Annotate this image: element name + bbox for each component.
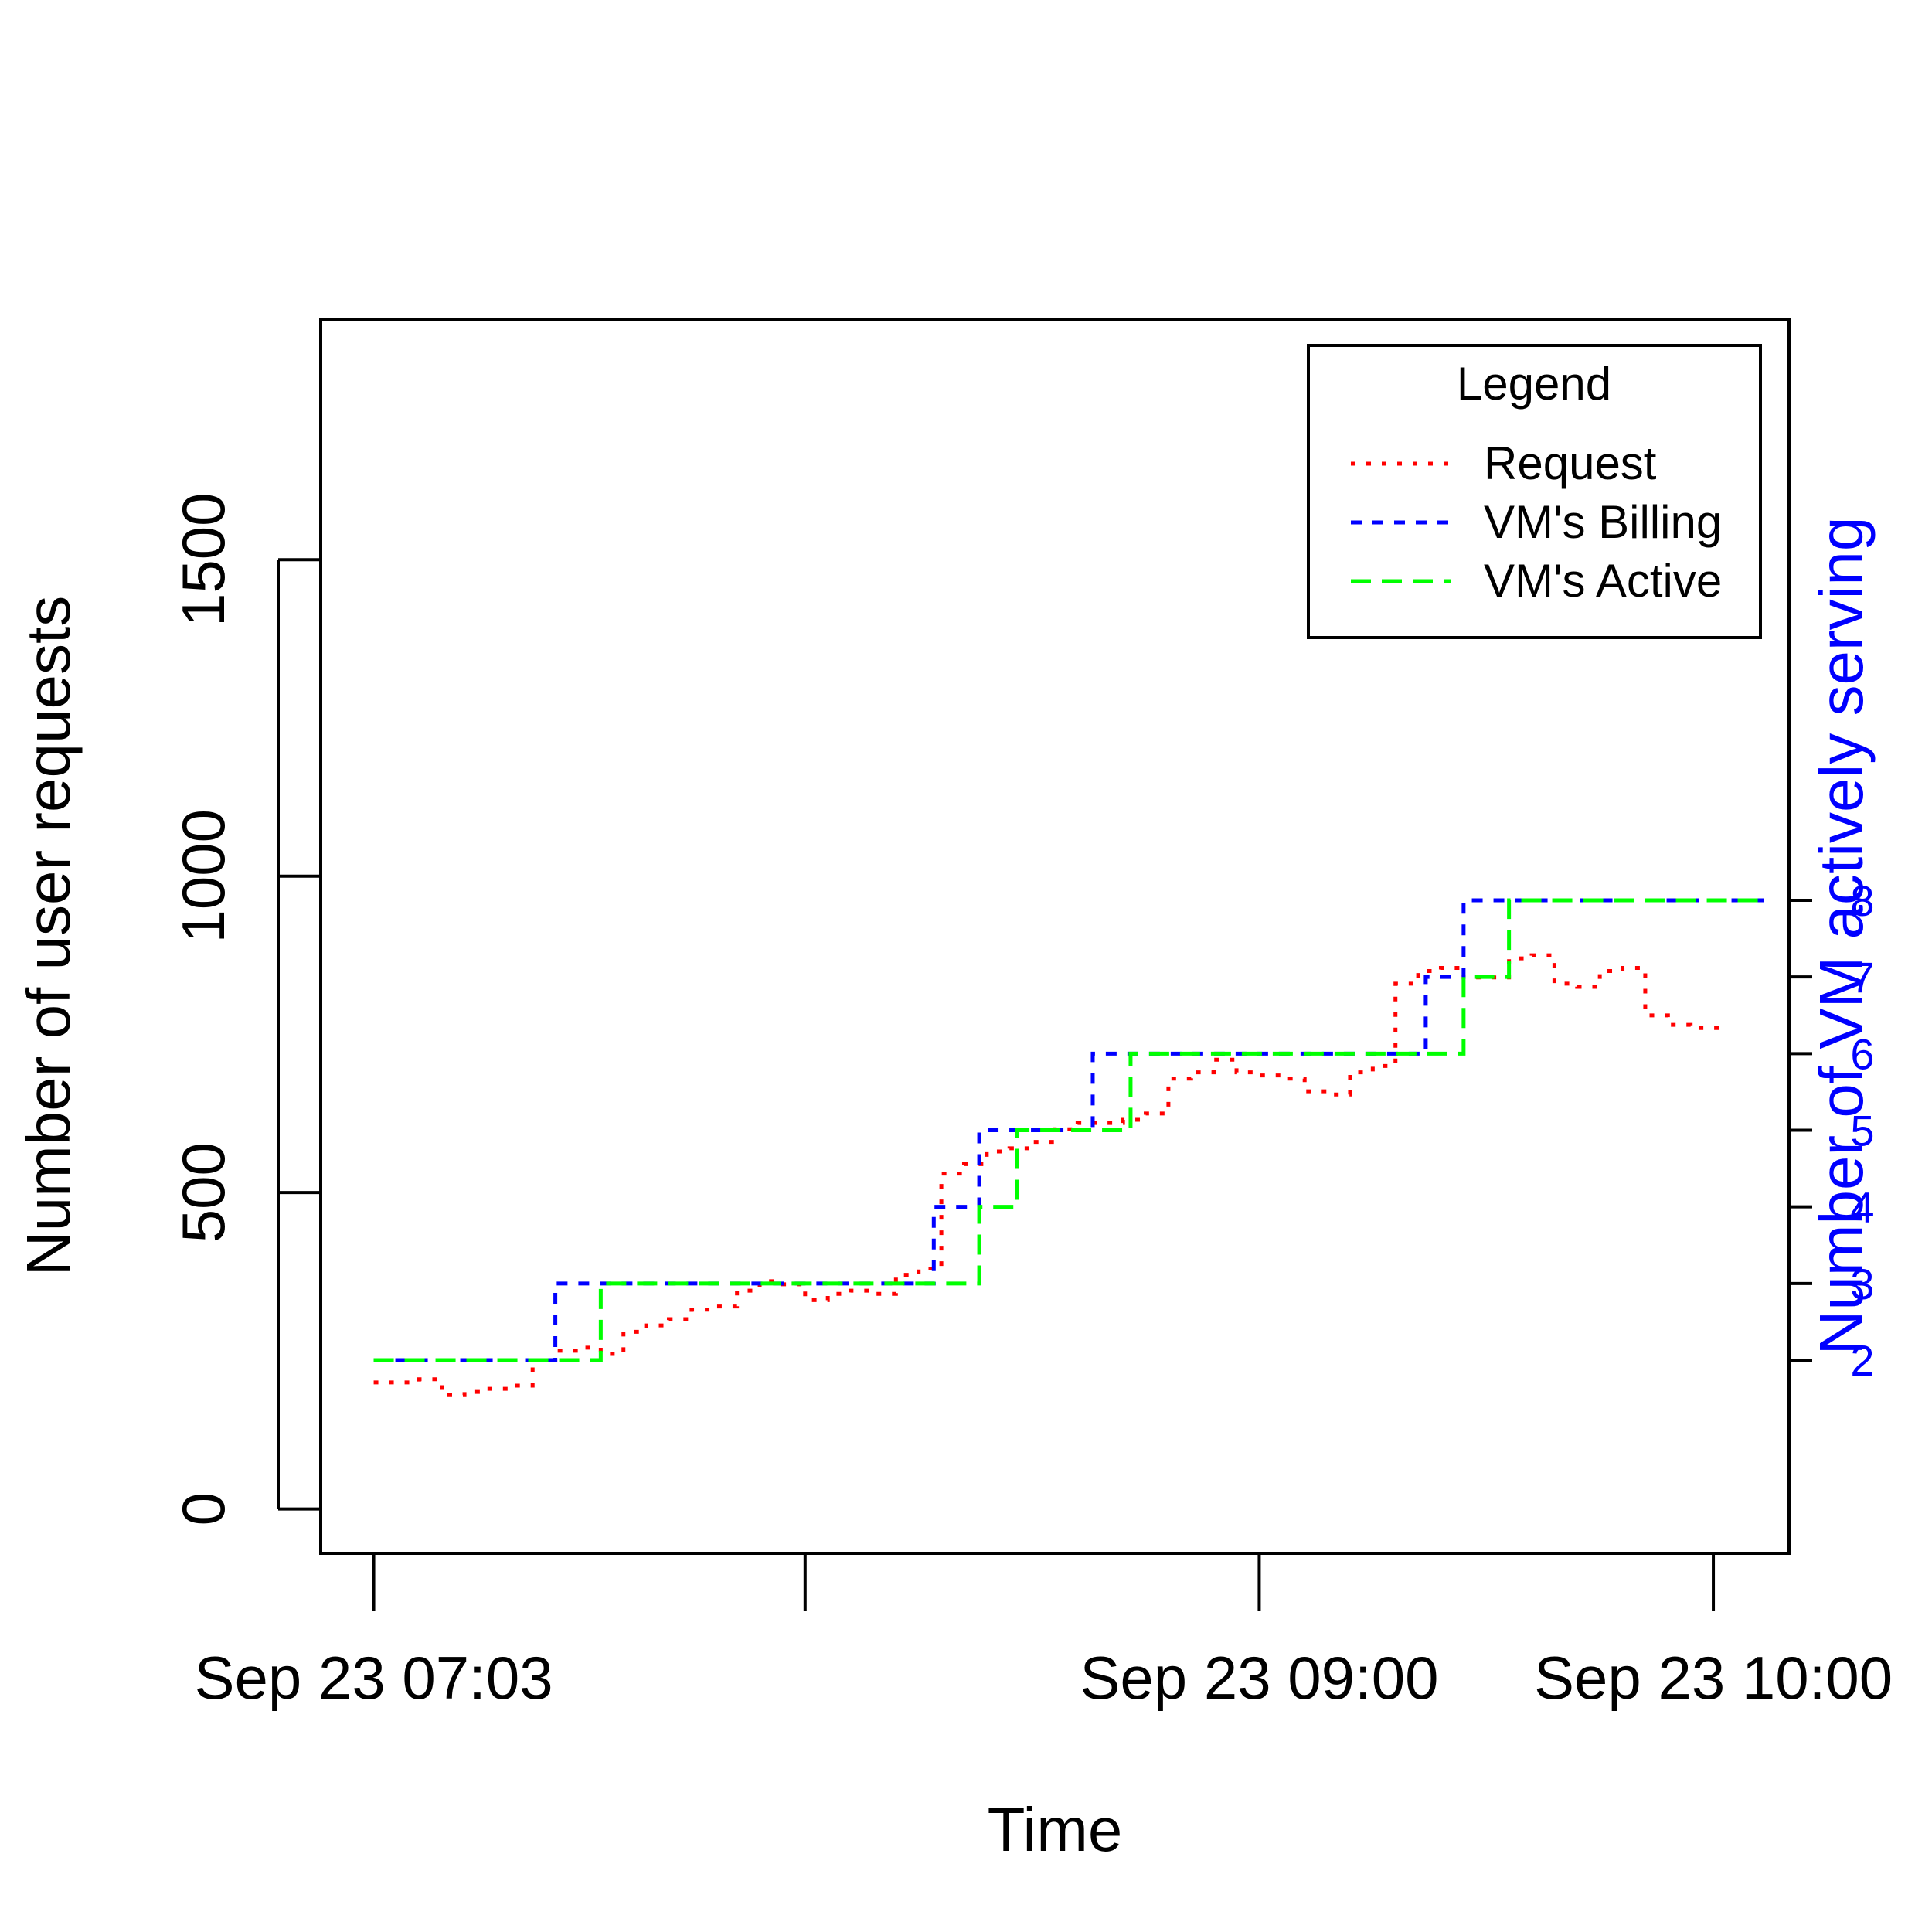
y2-tick-label-1: 3 [1850,1260,1874,1308]
y2-tick-label-3: 5 [1850,1107,1874,1155]
x-tick-label-0: Sep 23 07:03 [195,1644,553,1712]
y-tick-label-0: 0 [169,1492,237,1526]
series-line-1 [373,898,1767,1362]
x-tick-label-2: Sep 23 09:00 [1080,1644,1438,1712]
legend-label-0: Request [1484,437,1657,489]
y2-tick-label-6: 8 [1850,876,1874,925]
y2-axis-label: Number of VM actively serving [1807,517,1876,1355]
legend-title: Legend [1457,358,1611,410]
legend-label-1: VM's Billing [1484,496,1722,548]
y2-tick-label-0: 2 [1850,1336,1874,1385]
series-line-0 [373,953,1729,1397]
series-line-2 [373,898,1767,1362]
y-axis: 0 500 1000 1500 [169,492,321,1526]
x-axis: Sep 23 07:03 Sep 23 09:00 Sep 23 10:00 [195,1552,1893,1712]
y-tick-label-1: 500 [169,1142,237,1243]
y-tick-label-3: 1500 [169,492,237,627]
y2-axis: 2 3 4 5 6 7 8 [1787,876,1875,1385]
series-layer [373,898,1767,1397]
y-axis-label: Number of user requests [14,596,83,1276]
legend: Legend Request VM's Billing VM's Active [1307,344,1762,639]
legend-box [1307,344,1762,639]
y2-tick-label-5: 7 [1850,953,1874,1002]
x-tick-label-3: Sep 23 10:00 [1534,1644,1893,1712]
legend-entries: Request VM's Billing VM's Active [1351,437,1722,607]
y-tick-label-2: 1000 [169,809,237,944]
y2-tick-label-2: 4 [1850,1183,1874,1232]
x-axis-label: Time [988,1795,1123,1864]
y2-tick-label-4: 6 [1850,1029,1874,1078]
legend-label-2: VM's Active [1484,555,1722,607]
